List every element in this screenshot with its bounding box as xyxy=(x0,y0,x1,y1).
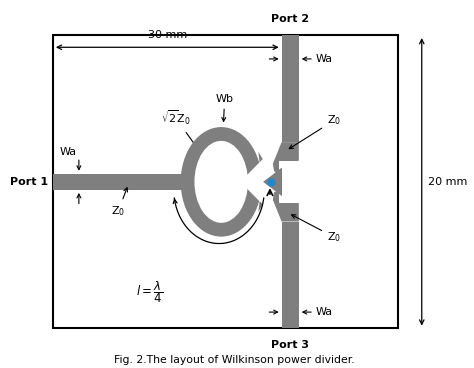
Text: Fig. 2.The layout of Wilkinson power divider.: Fig. 2.The layout of Wilkinson power div… xyxy=(114,354,355,365)
Text: Port 3: Port 3 xyxy=(271,340,309,350)
Text: 20 mm: 20 mm xyxy=(428,177,468,187)
Text: $\sqrt{2}$Z$_0$: $\sqrt{2}$Z$_0$ xyxy=(161,109,198,149)
Bar xyxy=(282,222,299,329)
Ellipse shape xyxy=(194,141,248,223)
Bar xyxy=(282,35,299,142)
Bar xyxy=(282,161,299,202)
Text: Port 1: Port 1 xyxy=(10,177,48,187)
Text: Port 2: Port 2 xyxy=(271,14,309,24)
Polygon shape xyxy=(258,142,299,176)
Ellipse shape xyxy=(181,127,262,237)
Text: Wa: Wa xyxy=(316,307,333,317)
Polygon shape xyxy=(263,168,286,196)
Polygon shape xyxy=(263,168,286,196)
Bar xyxy=(280,161,312,203)
Polygon shape xyxy=(258,188,299,222)
Text: 2Z$_0$: 2Z$_0$ xyxy=(202,184,257,204)
Text: Z$_0$: Z$_0$ xyxy=(289,114,341,149)
Text: Wa: Wa xyxy=(316,54,333,64)
Bar xyxy=(53,174,206,190)
Text: Wb: Wb xyxy=(216,93,234,121)
Text: 30 mm: 30 mm xyxy=(148,29,187,39)
Text: Z$_0$: Z$_0$ xyxy=(111,188,128,218)
Text: Z$_0$: Z$_0$ xyxy=(292,215,341,244)
Text: $l = \dfrac{\lambda}{4}$: $l = \dfrac{\lambda}{4}$ xyxy=(137,279,164,305)
Polygon shape xyxy=(217,152,274,211)
Text: Wa: Wa xyxy=(59,147,77,157)
Bar xyxy=(53,35,398,329)
